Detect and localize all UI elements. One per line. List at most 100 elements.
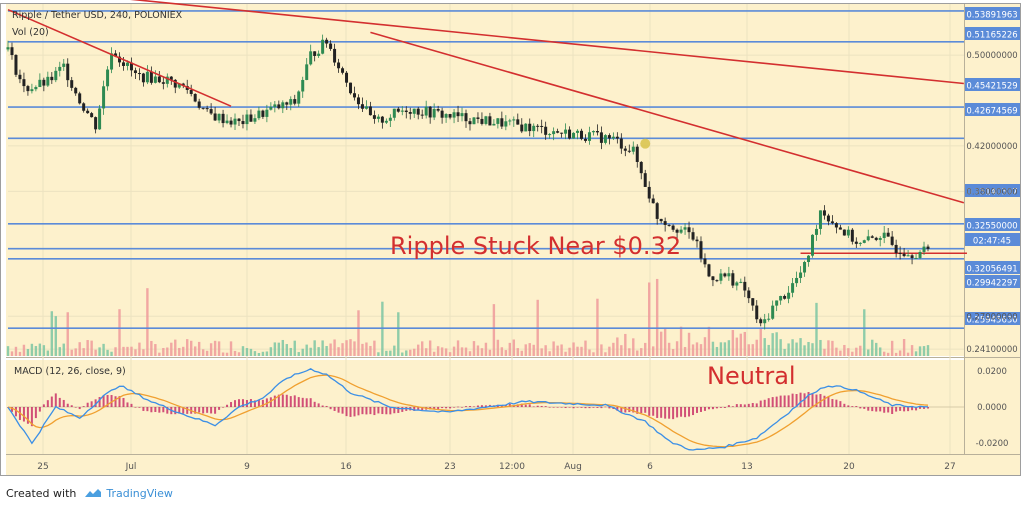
macd-histogram-bar (146, 407, 149, 412)
macd-histogram-bar (867, 407, 870, 411)
candle-body (249, 114, 253, 122)
footer-brand[interactable]: TradingView (106, 486, 173, 500)
macd-histogram-bar (150, 407, 153, 413)
candle-body (464, 113, 468, 122)
volume-bar (667, 342, 671, 356)
macd-histogram-bar (50, 396, 53, 407)
volume-bar (456, 340, 460, 356)
volume-bar (114, 347, 117, 356)
candle-body (333, 48, 337, 63)
volume-bar (26, 349, 30, 356)
volume-bar (620, 345, 623, 356)
candle-body (169, 76, 173, 80)
volume-bar (898, 350, 902, 356)
macd-histogram-bar (500, 405, 503, 407)
volume-bar (409, 349, 412, 356)
macd-histogram-bar (317, 403, 320, 407)
candle-body (647, 186, 651, 199)
volume-bar (644, 342, 647, 356)
macd-histogram-bar (819, 394, 822, 407)
volume-bar (253, 351, 257, 356)
macd-signal-line (7, 374, 929, 448)
macd-histogram-bar (102, 395, 105, 407)
candle-body (18, 74, 22, 80)
candle-body (201, 107, 205, 109)
time-axis-panel (6, 455, 1020, 475)
volume-bar (14, 346, 18, 356)
candle-body (898, 252, 902, 254)
volume-bar (130, 346, 133, 356)
macd-histogram-bar (98, 397, 101, 407)
volume-bar (663, 327, 667, 356)
candle-body (663, 221, 667, 225)
candle-body (552, 131, 556, 135)
price-tick: 0.24100000 (966, 345, 1017, 355)
volume-bar (281, 339, 285, 356)
candle-body (432, 109, 436, 118)
candle-body (94, 117, 98, 130)
macd-histogram-bar (871, 407, 874, 412)
macd-histogram-bar (253, 400, 256, 407)
candle-body (560, 132, 564, 134)
volume-bar (743, 331, 746, 356)
volume-bar (345, 340, 348, 356)
macd-histogram-bar (54, 393, 57, 407)
macd-histogram-bar (560, 407, 563, 408)
macd-histogram-bar (178, 407, 181, 414)
volume-bar (182, 346, 185, 356)
macd-histogram-bar (78, 407, 81, 410)
volume-bar (397, 312, 400, 356)
tradingview-logo-icon (85, 489, 102, 497)
macd-label: MACD (12, 26, close, 9) (14, 366, 126, 377)
candle-body (886, 232, 890, 237)
macd-histogram-bar (198, 407, 201, 413)
volume-bar (428, 340, 432, 356)
macd-histogram-bar (544, 406, 547, 407)
macd-histogram-bar (640, 407, 643, 414)
macd-histogram-bar (532, 406, 535, 408)
volume-bar (759, 328, 762, 356)
candle-body (22, 79, 26, 87)
candle-body (321, 39, 325, 54)
macd-histogram-bar (241, 399, 244, 407)
price-label-box: 0.53891963 (965, 7, 1020, 21)
candle-body (799, 272, 803, 278)
macd-histogram-bar (206, 407, 209, 413)
volume-bar (122, 346, 125, 356)
candle-body (599, 132, 603, 143)
price-label-text: 0.35140307 (966, 188, 1017, 198)
volume-bar (58, 347, 61, 356)
volume-bar (94, 349, 97, 356)
candle-body (54, 70, 58, 81)
candle-body (297, 91, 301, 104)
candle-body (882, 232, 886, 239)
macd-histogram-bar (142, 407, 145, 411)
candle-body (500, 118, 504, 127)
volume-bar (791, 339, 794, 356)
candle-body (564, 129, 568, 134)
macd-histogram-bar (30, 407, 33, 427)
macd-histogram-bar (218, 407, 221, 410)
footer-prefix: Created with (6, 486, 77, 500)
volume-bar (309, 347, 312, 356)
volume-bar (671, 349, 675, 356)
macd-histogram-bar (86, 402, 89, 407)
macd-histogram-bar (632, 407, 635, 413)
macd-histogram-bar (210, 407, 213, 414)
candle-body (683, 227, 687, 230)
volume-bar (205, 350, 209, 356)
macd-histogram-bar (449, 407, 452, 409)
volume-bar (424, 348, 428, 356)
volume-bar (699, 344, 703, 356)
volume-bar (516, 348, 519, 356)
volume-bar (249, 348, 253, 356)
macd-histogram-bar (417, 407, 420, 411)
candle-body (866, 236, 870, 241)
volume-bar (229, 341, 233, 356)
macd-histogram-bar (468, 406, 471, 407)
candle-body (715, 280, 719, 282)
macd-histogram-bar (688, 407, 691, 417)
price-tick: 0.42000000 (966, 142, 1017, 152)
candle-body (412, 108, 416, 114)
volume-bar (819, 339, 822, 356)
